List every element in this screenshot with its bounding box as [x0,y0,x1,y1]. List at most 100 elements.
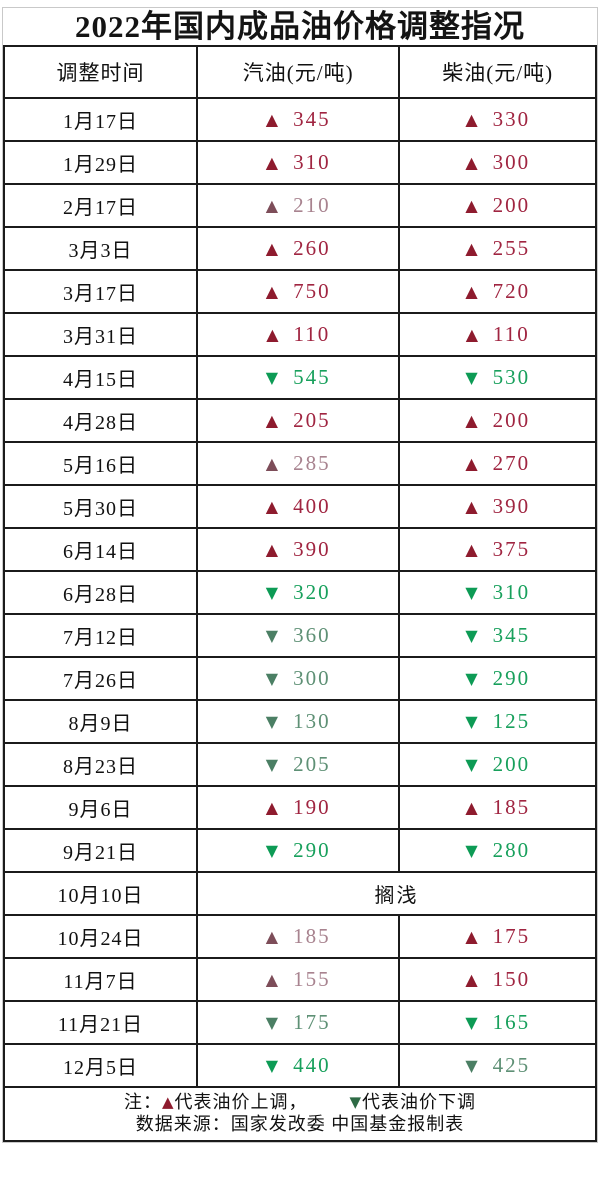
price-value: 190 [293,795,331,819]
price-value: 130 [293,709,331,733]
price-value: 150 [492,967,531,991]
price-cell: ▲ 210 [195,183,401,228]
price-cell: ▲ 110 [398,312,597,357]
date-cell: 5月30日 [3,484,198,529]
price-value: 400 [293,494,331,518]
price-cell: ▲ 310 [195,140,401,185]
down-triangle-icon: ▼ [349,1093,363,1111]
price-cell: ▲ 185 [398,785,597,830]
table-row: 5月16日 ▲ 285 ▲ 270 [3,441,597,486]
up-triangle-icon: ▲ [465,540,478,559]
page-title: 2022年国内成品油价格调整指况 [75,9,525,44]
price-cell: ▲ 390 [398,484,597,529]
price-cell: ▲ 155 [195,957,401,1002]
price-cell: ▲ 720 [398,269,597,314]
date-cell: 4月28日 [3,398,198,443]
price-value: 185 [293,924,331,948]
date-cell: 3月31日 [3,312,198,357]
down-triangle-icon: ▼ [265,626,279,645]
date-cell: 11月21日 [3,1000,198,1045]
price-value: 185 [492,795,531,819]
price-value: 255 [492,236,531,260]
date-cell: 4月15日 [3,355,198,400]
up-triangle-icon: ▲ [265,454,279,473]
price-value: 390 [492,494,531,518]
table-row: 3月3日 ▲ 260 ▲ 255 [3,226,597,271]
up-triangle-icon: ▲ [465,110,478,129]
table-row: 3月31日 ▲ 110 ▲ 110 [3,312,597,357]
date-cell: 2月17日 [3,183,198,228]
up-triangle-icon: ▲ [265,282,279,301]
price-cell: ▼ 130 [195,699,401,744]
note-prefix: 注： [123,1092,162,1112]
price-table: 调整时间 汽油(元/吨) 柴油(元/吨) 1月17日 ▲ 345 ▲ 330 1月29日 ▲… [3,45,598,1142]
price-cell: ▼ 125 [398,699,597,744]
table-row: 7月26日 ▼ 300 ▼ 290 [3,656,597,701]
price-value: 200 [492,193,531,217]
col-header-diesel: 柴油(元/吨) [398,45,597,99]
price-value: 300 [492,150,531,174]
price-value: 530 [492,365,531,389]
price-value: 210 [293,193,331,217]
date-cell: 7月26日 [3,656,198,701]
price-cell: ▲ 375 [398,527,597,572]
table-row: 10月10日 搁浅 [3,871,598,916]
table-row: 1月17日 ▲ 345 ▲ 330 [3,97,597,142]
down-triangle-icon: ▼ [265,712,279,731]
up-triangle-icon: ▲ [465,798,478,817]
price-cell: ▲ 200 [398,183,597,228]
table-row: 2月17日 ▲ 210 ▲ 200 [3,183,597,228]
date-cell: 11月7日 [3,957,198,1002]
col-header-gasoline: 汽油(元/吨) [195,45,401,99]
legend-line: 注：▲代表油价上调， ▼代表油价下调 [5,1091,595,1113]
up-triangle-icon: ▲ [465,239,478,258]
table-row: 12月5日 ▼ 440 ▼ 425 [3,1043,597,1088]
table-row: 5月30日 ▲ 400 ▲ 390 [3,484,597,529]
down-triangle-icon: ▼ [265,841,279,860]
source-line: 数据来源：国家发改委 中国基金报制表 [135,1114,465,1134]
down-triangle-icon: ▼ [465,669,478,688]
price-value: 110 [493,322,530,346]
price-value: 290 [492,666,531,690]
price-value: 310 [492,580,531,604]
price-cell: ▼ 360 [195,613,401,658]
price-cell: ▼ 310 [398,570,597,615]
price-cell: ▼ 345 [398,613,597,658]
date-cell: 10月10日 [3,871,198,916]
up-triangle-icon: ▲ [465,196,478,215]
up-triangle-icon: ▲ [265,153,279,172]
price-value: 155 [293,967,331,991]
price-value: 345 [293,107,331,131]
up-triangle-icon: ▲ [266,325,279,344]
date-cell: 3月3日 [3,226,198,271]
price-cell: ▼ 320 [195,570,401,615]
down-triangle-icon: ▼ [465,1056,478,1075]
up-triangle-icon: ▲ [161,1093,175,1111]
date-cell: 8月23日 [3,742,198,787]
up-triangle-icon: ▲ [265,411,279,430]
price-value: 200 [492,408,531,432]
note-up-text: 代表油价上调， [174,1092,308,1112]
down-triangle-icon: ▼ [265,755,279,774]
date-cell: 7月12日 [3,613,198,658]
down-triangle-icon: ▼ [465,626,478,645]
price-value: 320 [293,580,331,604]
price-value: 205 [293,408,331,432]
price-value: 390 [293,537,331,561]
price-cell: ▼ 290 [398,656,597,701]
price-value: 110 [293,322,331,346]
price-value: 205 [293,752,331,776]
price-cell: ▼ 530 [398,355,597,400]
price-cell: ▲ 390 [195,527,401,572]
price-cell: ▼ 205 [195,742,401,787]
date-cell: 12月5日 [3,1043,198,1088]
down-triangle-icon: ▼ [265,669,279,688]
price-value: 260 [293,236,331,260]
price-cell: ▼ 175 [195,1000,401,1045]
price-cell: ▼ 280 [398,828,597,873]
table-row: 4月15日 ▼ 545 ▼ 530 [3,355,597,400]
price-value: 175 [492,924,531,948]
down-triangle-icon: ▼ [465,755,478,774]
up-triangle-icon: ▲ [265,196,279,215]
up-triangle-icon: ▲ [465,497,478,516]
